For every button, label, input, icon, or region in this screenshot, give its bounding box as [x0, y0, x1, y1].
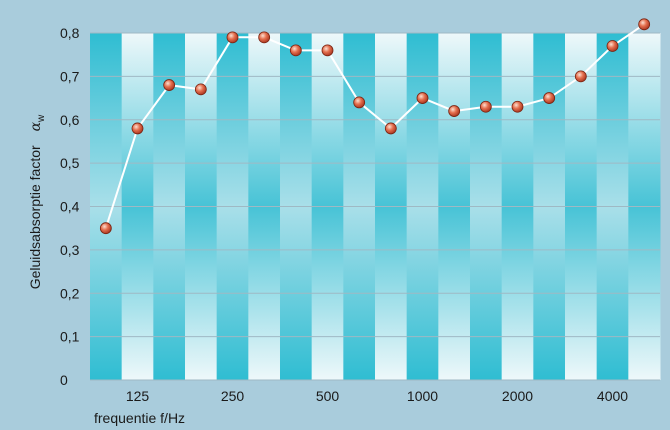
x-tick-4000: 4000 — [597, 388, 628, 404]
x-tick-250: 250 — [221, 388, 245, 404]
data-point-315 — [258, 31, 271, 44]
data-point-800 — [384, 122, 397, 135]
y-tick-5: 0,5 — [60, 155, 80, 171]
data-point-1600 — [479, 100, 492, 113]
y-tick-3: 0,3 — [60, 242, 80, 258]
data-points — [99, 18, 651, 235]
y-tick-8: 0,8 — [60, 25, 80, 41]
y-tick-2: 0,2 — [60, 285, 80, 301]
data-point-5000 — [638, 18, 651, 31]
y-tick-labels: 0 0,1 0,2 0,3 0,4 0,5 0,6 0,7 0,8 — [60, 25, 80, 388]
x-tick-2000: 2000 — [502, 388, 533, 404]
x-tick-500: 500 — [316, 388, 340, 404]
data-point-4000 — [606, 40, 619, 52]
y-axis-label-subscript: w — [36, 114, 47, 123]
grid-lines — [90, 32, 660, 381]
data-point-1250 — [448, 105, 461, 117]
y-tick-6: 0,6 — [60, 112, 80, 128]
x-tick-1000: 1000 — [407, 388, 438, 404]
data-point-1000 — [416, 92, 429, 104]
data-point-3150 — [574, 70, 587, 83]
x-tick-125: 125 — [126, 388, 150, 404]
data-point-200 — [194, 83, 207, 96]
y-tick-7: 0,7 — [60, 68, 80, 84]
data-point-250 — [226, 31, 239, 44]
y-tick-1: 0,1 — [60, 329, 80, 345]
data-point-2500 — [543, 92, 556, 104]
data-point-100 — [99, 222, 112, 235]
data-point-400 — [289, 44, 302, 57]
data-point-500 — [321, 44, 334, 57]
data-point-2000 — [511, 100, 524, 113]
data-point-125 — [131, 122, 144, 135]
y-axis-label-text: Geluidsabsorptie factor — [27, 145, 43, 289]
data-point-160 — [163, 79, 176, 91]
x-tick-labels: 125 250 500 1000 2000 4000 — [126, 388, 628, 404]
y-tick-0: 0 — [60, 372, 68, 388]
data-point-630 — [353, 96, 366, 109]
y-axis-label: Geluidsabsorptie factor αw — [27, 114, 47, 289]
y-tick-4: 0,4 — [60, 199, 80, 215]
y-axis-label-symbol: α — [28, 121, 44, 131]
x-axis-label: frequentie f/Hz — [94, 410, 185, 426]
